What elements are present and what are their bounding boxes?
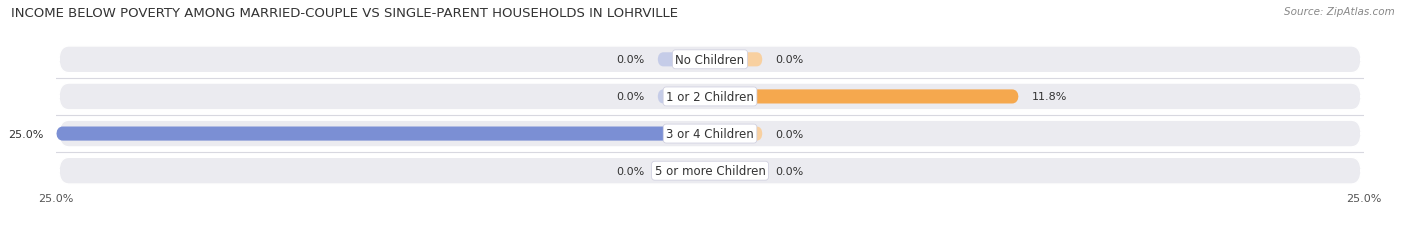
FancyBboxPatch shape xyxy=(710,127,762,141)
Text: 0.0%: 0.0% xyxy=(616,92,644,102)
Text: 0.0%: 0.0% xyxy=(776,129,804,139)
Text: 11.8%: 11.8% xyxy=(1032,92,1067,102)
Text: No Children: No Children xyxy=(675,54,745,67)
FancyBboxPatch shape xyxy=(56,127,710,141)
FancyBboxPatch shape xyxy=(658,90,710,104)
Text: 1 or 2 Children: 1 or 2 Children xyxy=(666,91,754,103)
FancyBboxPatch shape xyxy=(59,121,1361,147)
Text: INCOME BELOW POVERTY AMONG MARRIED-COUPLE VS SINGLE-PARENT HOUSEHOLDS IN LOHRVIL: INCOME BELOW POVERTY AMONG MARRIED-COUPL… xyxy=(11,7,678,20)
Text: Source: ZipAtlas.com: Source: ZipAtlas.com xyxy=(1284,7,1395,17)
FancyBboxPatch shape xyxy=(59,84,1361,110)
Text: 3 or 4 Children: 3 or 4 Children xyxy=(666,128,754,140)
FancyBboxPatch shape xyxy=(59,47,1361,73)
FancyBboxPatch shape xyxy=(658,164,710,178)
FancyBboxPatch shape xyxy=(658,53,710,67)
FancyBboxPatch shape xyxy=(59,158,1361,184)
Text: 0.0%: 0.0% xyxy=(616,166,644,176)
Text: 0.0%: 0.0% xyxy=(616,55,644,65)
Text: 0.0%: 0.0% xyxy=(776,55,804,65)
FancyBboxPatch shape xyxy=(710,90,1018,104)
Text: 25.0%: 25.0% xyxy=(8,129,44,139)
FancyBboxPatch shape xyxy=(710,164,762,178)
Text: 5 or more Children: 5 or more Children xyxy=(655,164,765,177)
FancyBboxPatch shape xyxy=(710,53,762,67)
Text: 0.0%: 0.0% xyxy=(776,166,804,176)
